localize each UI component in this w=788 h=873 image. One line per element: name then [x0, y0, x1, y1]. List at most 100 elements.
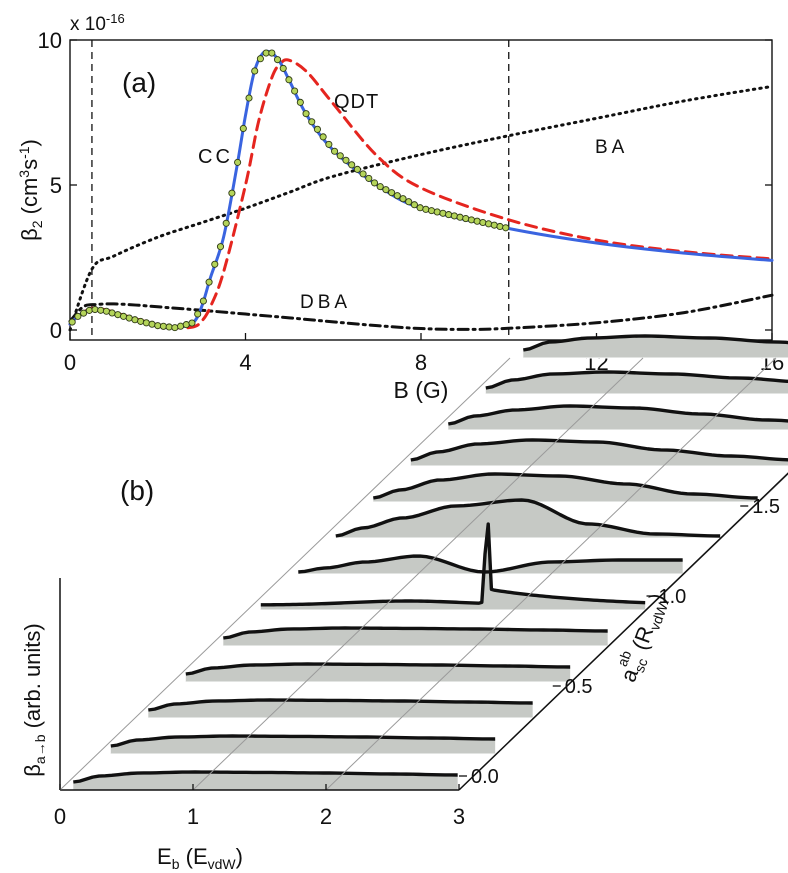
- b-floor-left-edge: [59, 357, 511, 791]
- data-marker: [433, 208, 441, 216]
- panel-a-vlines: [91, 40, 510, 340]
- b-depth-tick-label: 1.0: [659, 586, 687, 608]
- data-marker: [194, 310, 202, 318]
- data-marker: [485, 220, 493, 228]
- data-marker: [348, 161, 356, 169]
- data-marker: [137, 317, 145, 325]
- data-marker: [211, 260, 219, 268]
- data-marker: [388, 189, 396, 197]
- slice-fill: [223, 628, 608, 646]
- data-marker: [479, 218, 487, 227]
- data-marker: [279, 64, 287, 72]
- legend-cc: CC: [198, 146, 233, 168]
- series-line-dba: [68, 293, 774, 331]
- b-depth-tick-label: 0.5: [565, 676, 593, 698]
- data-marker: [490, 221, 498, 229]
- slice-curve: [447, 404, 788, 426]
- slice-fill: [148, 700, 533, 718]
- data-marker: [102, 307, 110, 315]
- b-x-tick-label: 2: [320, 804, 332, 829]
- panel-a-frame: [69, 39, 773, 341]
- x-tick-label: 0: [64, 350, 76, 375]
- slice-curve: [148, 698, 533, 712]
- data-marker: [91, 305, 99, 314]
- slice-fill: [298, 556, 683, 574]
- data-marker: [393, 192, 401, 200]
- data-marker: [80, 309, 88, 317]
- data-marker: [422, 205, 430, 213]
- data-marker: [85, 306, 93, 314]
- data-marker: [370, 179, 379, 187]
- data-marker: [325, 140, 333, 148]
- legend-dba: DBA: [300, 292, 351, 313]
- legend-ba: BA: [595, 137, 628, 158]
- data-marker: [177, 322, 185, 330]
- data-marker: [382, 186, 390, 194]
- b-x-tick-label: 1: [187, 804, 199, 829]
- slice-curve: [110, 734, 496, 748]
- data-marker: [445, 211, 453, 219]
- panel-b-walls: [73, 336, 788, 791]
- b-x-axis-label: Eb (EvdW): [157, 844, 243, 872]
- data-marker: [319, 133, 327, 141]
- data-marker: [410, 201, 418, 209]
- data-marker: [473, 217, 481, 225]
- data-marker: [313, 125, 322, 133]
- floor-grid-line: [325, 357, 777, 791]
- data-marker: [427, 207, 436, 215]
- panel-a-markers: [68, 49, 510, 332]
- slice-curve: [185, 662, 571, 676]
- floor-grid-line: [192, 357, 644, 791]
- data-marker: [273, 56, 282, 64]
- data-marker: [302, 110, 310, 118]
- data-marker: [245, 94, 253, 102]
- y-tick-label: 10: [38, 28, 62, 53]
- series-line-cc: [68, 49, 774, 330]
- data-marker: [188, 319, 196, 327]
- data-marker: [228, 189, 236, 197]
- b-y-axis-label: βa→b (arb. units): [20, 623, 48, 777]
- data-marker: [365, 174, 373, 182]
- data-marker: [399, 195, 407, 203]
- slice-fill: [110, 736, 496, 754]
- data-marker: [171, 324, 179, 332]
- b-depth-tick-label: 1.5: [752, 496, 780, 518]
- data-marker: [182, 321, 190, 329]
- data-marker: [159, 322, 168, 330]
- y-axis-label: β2 (cm3s-1): [16, 139, 45, 241]
- slice-fill: [485, 372, 788, 394]
- data-marker: [450, 212, 458, 220]
- data-marker: [142, 319, 150, 327]
- slice-fill: [185, 664, 571, 682]
- slice-fill: [335, 500, 721, 538]
- panel-a-label: (a): [122, 67, 156, 98]
- slice-fill: [73, 772, 458, 790]
- data-marker: [234, 158, 242, 166]
- data-marker: [291, 87, 299, 95]
- data-marker: [467, 216, 476, 224]
- data-marker: [165, 323, 173, 331]
- panel-b-label: (b): [120, 475, 154, 506]
- data-marker: [199, 297, 207, 305]
- data-marker: [216, 243, 225, 251]
- slice-curve: [335, 498, 721, 538]
- data-marker: [285, 76, 293, 84]
- data-marker: [405, 198, 413, 206]
- slice-curve: [485, 370, 788, 390]
- y-tick-label: 0: [50, 318, 62, 343]
- data-marker: [74, 312, 82, 320]
- b-x-tick-label: 3: [453, 804, 465, 829]
- slice-fill: [373, 474, 758, 502]
- data-marker: [131, 316, 139, 324]
- data-marker: [205, 278, 213, 286]
- data-marker: [359, 170, 367, 178]
- data-marker: [353, 165, 361, 173]
- slice-curve: [260, 522, 646, 607]
- x-tick-label: 4: [239, 350, 251, 375]
- data-marker: [119, 312, 128, 320]
- data-marker: [239, 124, 247, 132]
- data-marker: [68, 318, 76, 326]
- panel-b-curves: [73, 334, 788, 784]
